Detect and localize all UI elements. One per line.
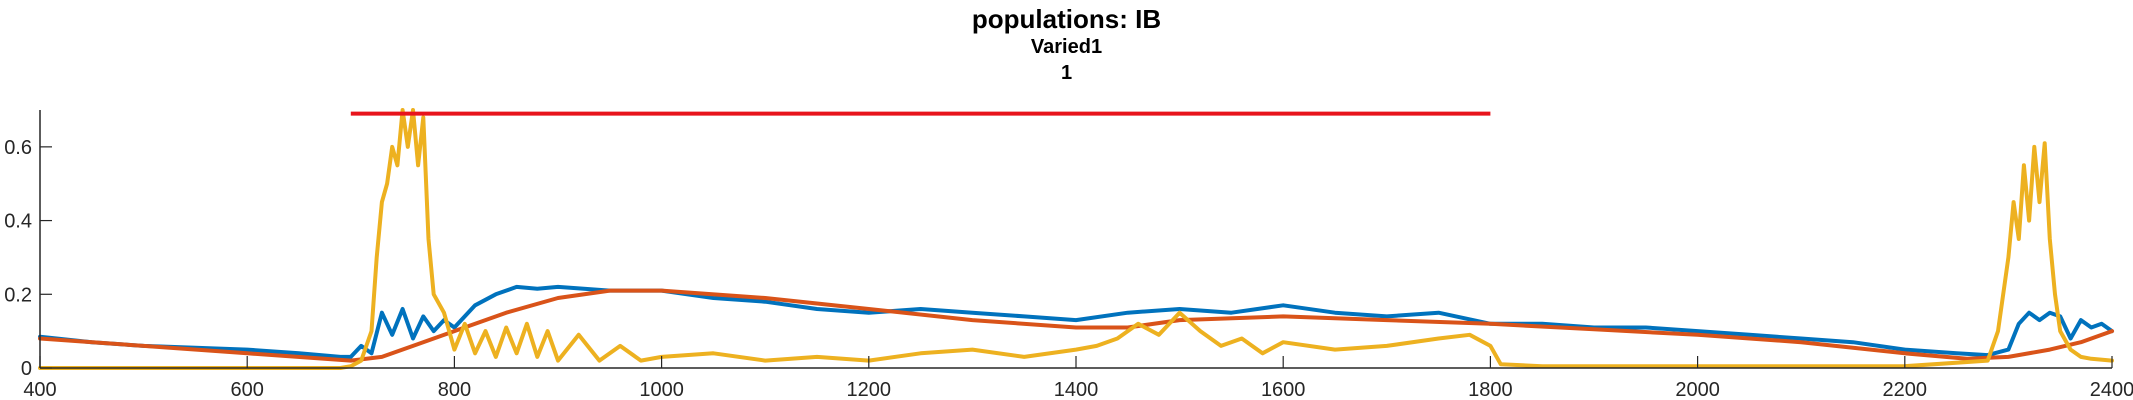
y-tick-label: 0.6	[4, 137, 32, 159]
series-line-3	[38, 108, 2114, 370]
x-tick-label: 2400	[2090, 379, 2133, 400]
y-tick-label: 0	[21, 358, 32, 380]
x-tick-label: 1200	[847, 379, 892, 400]
x-tick-label: 2000	[1675, 379, 1720, 400]
axes-layer: 400 600 800 1000 1200 1400 1600 1800 2000 2200 240…	[4, 110, 2133, 400]
series-layer	[38, 108, 2114, 370]
x-tick-label: 800	[438, 379, 471, 400]
y-tick-label: 0.4	[4, 211, 32, 233]
x-tick-label: 2200	[1883, 379, 1928, 400]
x-tick-label: 1400	[1054, 379, 1099, 400]
chart-subtitle-2: 1	[1060, 62, 1073, 84]
x-tick-label: 600	[231, 379, 264, 400]
x-tick-label: 1000	[639, 379, 684, 400]
series-line-2	[38, 288, 2114, 363]
x-tick-label: 400	[23, 379, 56, 400]
x-tick-label: 1600	[1261, 379, 1306, 400]
y-tick-label: 0.2	[4, 284, 32, 306]
title-block: populations: IB Varied1 1	[0, 4, 2133, 86]
chart-subtitle: Varied1	[1030, 36, 1103, 58]
series-line-1	[38, 284, 2114, 359]
x-tick-label: 1800	[1468, 379, 1513, 400]
chart-title: populations: IB	[971, 4, 1162, 34]
